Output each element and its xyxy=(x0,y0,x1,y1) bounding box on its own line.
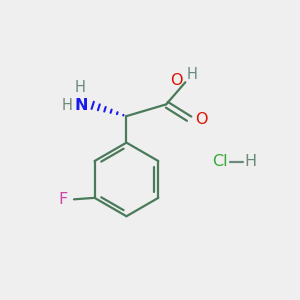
Text: H: H xyxy=(244,154,256,169)
Text: N: N xyxy=(75,98,88,113)
Text: Cl: Cl xyxy=(212,154,227,169)
Text: H: H xyxy=(62,98,73,113)
Text: H: H xyxy=(187,68,198,82)
Text: F: F xyxy=(59,192,68,207)
Text: O: O xyxy=(170,73,182,88)
Text: O: O xyxy=(195,112,208,127)
Text: H: H xyxy=(75,80,86,95)
